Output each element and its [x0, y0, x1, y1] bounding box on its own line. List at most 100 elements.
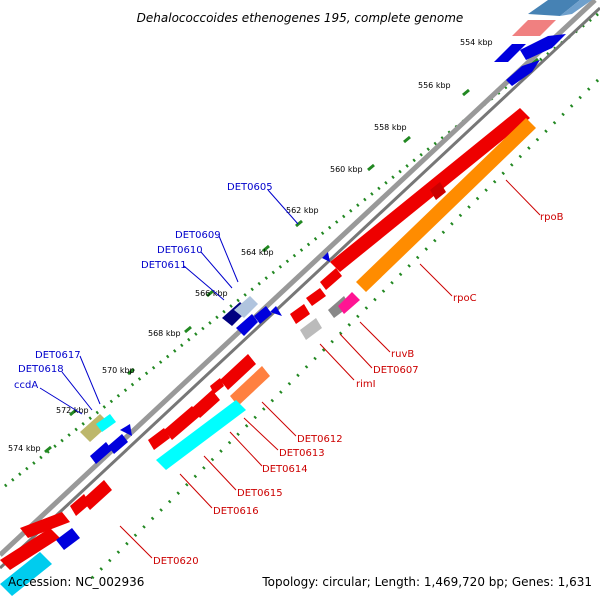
- red-labels: rpoB rpoC ruvB DET0607 rimI DET0612 DET0…: [153, 212, 564, 567]
- scale-label: 554 kbp: [460, 38, 493, 47]
- leader-DET0611: [183, 265, 225, 301]
- gene-red-small: [320, 268, 342, 290]
- gene-DET0612[interactable]: [230, 366, 270, 406]
- backbone-outer: [0, 0, 597, 557]
- leader-DET0610: [200, 251, 233, 289]
- gene-rpoC[interactable]: [356, 118, 536, 292]
- gene-label[interactable]: DET0611: [141, 260, 187, 271]
- leader-DET0617: [79, 355, 101, 405]
- tick-574: [44, 445, 52, 454]
- gene-label[interactable]: rpoB: [540, 212, 564, 223]
- leader-DET0612: [261, 401, 297, 437]
- gene-DET0620[interactable]: [82, 480, 112, 510]
- scale-label: 568 kbp: [148, 329, 181, 338]
- gene-blue-tri: [270, 306, 282, 316]
- accession-text: Accession: NC_002936: [8, 575, 144, 589]
- tick-564: [262, 244, 270, 253]
- gene-label[interactable]: ccdA: [14, 380, 38, 391]
- scale-label: 562 kbp: [286, 206, 319, 215]
- topology-text: Topology: circular; Length: 1,469,720 bp…: [261, 575, 592, 589]
- scale-label: 556 kbp: [418, 81, 451, 90]
- gene-label[interactable]: DET0615: [237, 488, 283, 499]
- tick-556: [462, 88, 470, 97]
- gene-label[interactable]: DET0614: [262, 464, 308, 475]
- scale-label: 574 kbp: [8, 444, 41, 453]
- gene-label[interactable]: DET0607: [373, 365, 419, 376]
- gene-label[interactable]: DET0620: [153, 556, 199, 567]
- leader-DET0607: [339, 333, 373, 369]
- feature-blue: [506, 60, 540, 86]
- gene-DET0613[interactable]: [192, 390, 220, 418]
- leader-DET0620: [119, 525, 153, 559]
- leader-rpoC: [419, 263, 453, 297]
- gene-red-small: [148, 428, 170, 450]
- tick-558: [403, 135, 411, 144]
- leader-DET0609: [218, 235, 239, 283]
- gene-label[interactable]: DET0609: [175, 230, 221, 241]
- gene-cyan-long: [0, 552, 52, 596]
- top-right-features: [494, 0, 592, 86]
- gene-DET0611[interactable]: [236, 314, 258, 336]
- tick-562: [295, 219, 303, 228]
- gene-DET0605[interactable]: [322, 252, 330, 262]
- gene-label[interactable]: DET0610: [157, 245, 203, 256]
- scale-label: 558 kbp: [374, 123, 407, 132]
- feature-lightblue: [560, 0, 592, 16]
- gene-blue-small: [108, 434, 128, 454]
- leader-DET0618: [61, 371, 93, 411]
- gene-DET0614[interactable]: [164, 406, 200, 440]
- scale-label: 566 kbp: [195, 289, 228, 298]
- gene-red-tiny: [210, 378, 224, 394]
- gene-label[interactable]: rpoC: [453, 293, 477, 304]
- leader-rimI: [319, 343, 355, 381]
- leader-ccdA: [39, 387, 83, 415]
- tick-572: [69, 408, 77, 417]
- gene-rimI[interactable]: [300, 318, 322, 340]
- gene-label[interactable]: DET0605: [227, 182, 273, 193]
- leader-DET0616: [179, 473, 213, 509]
- scale-labels: 554 kbp 556 kbp 558 kbp 560 kbp 562 kbp …: [8, 38, 493, 453]
- gene-red-small: [306, 288, 326, 306]
- leader-DET0613: [243, 417, 279, 451]
- scale-label: 572 kbp: [56, 406, 89, 415]
- gene-label[interactable]: DET0616: [213, 506, 259, 517]
- gene-label[interactable]: DET0612: [297, 434, 343, 445]
- leader-ruvB: [359, 321, 391, 353]
- leader-DET0615: [203, 455, 237, 491]
- tick-560: [367, 163, 375, 172]
- red-leaders: [119, 179, 541, 559]
- gene-DET0610[interactable]: [234, 296, 258, 318]
- gene-ruvB[interactable]: [338, 292, 360, 314]
- tick-568: [184, 325, 192, 334]
- leader-DET0605: [267, 189, 299, 225]
- gene-DET0615[interactable]: [156, 400, 246, 470]
- gene-blue-small: [56, 528, 80, 550]
- feature-blue: [494, 44, 526, 62]
- gene-red-long: [0, 528, 60, 570]
- leader-DET0614: [229, 431, 263, 467]
- feature-blue: [520, 34, 566, 60]
- gene-label[interactable]: ruvB: [391, 349, 414, 360]
- gene-DET0618[interactable]: [96, 414, 116, 432]
- gene-label[interactable]: DET0618: [18, 364, 64, 375]
- gene-red-small: [290, 304, 310, 324]
- tick-570: [127, 367, 135, 376]
- backbone-inner: [0, 6, 600, 570]
- gene-label[interactable]: DET0613: [279, 448, 325, 459]
- scale-label: 570 kbp: [102, 366, 135, 375]
- tick-566: [206, 289, 214, 298]
- scale-label: 560 kbp: [330, 165, 363, 174]
- gene-red-block: [20, 512, 70, 538]
- feature-steelblue: [528, 0, 580, 16]
- gene-blue-small: [254, 306, 272, 324]
- map-title: Dehalococcoides ethenogenes 195, complet…: [137, 11, 464, 25]
- gene-label[interactable]: rimI: [356, 379, 376, 390]
- gene-label[interactable]: DET0617: [35, 350, 81, 361]
- rpoB-arrowhead: [430, 182, 446, 200]
- blue-labels: DET0605 DET0609 DET0610 DET0611 DET0617 …: [14, 182, 273, 391]
- gene-ccdA[interactable]: [90, 442, 112, 464]
- scale-dotted-line: [0, 12, 599, 492]
- scale-label: 564 kbp: [241, 248, 274, 257]
